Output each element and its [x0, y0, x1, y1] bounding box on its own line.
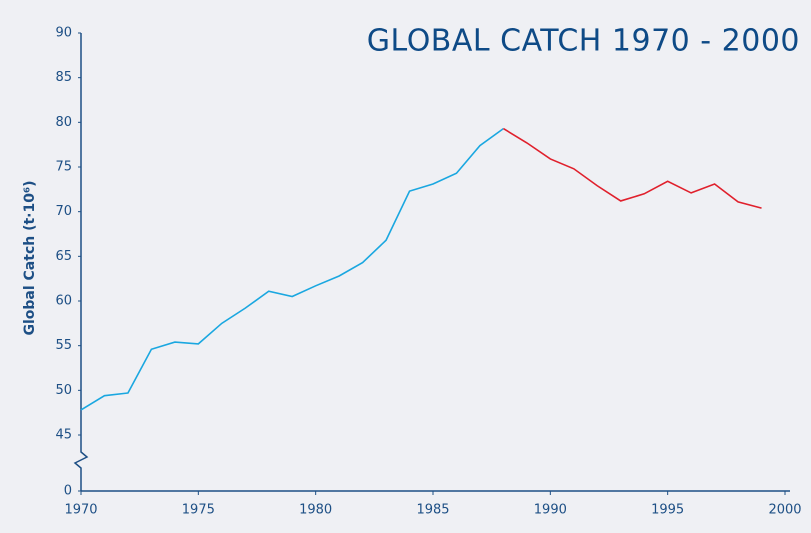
x-tick-label: 1970	[64, 503, 97, 518]
y-axis-label: Global Catch (t·10⁶)	[22, 180, 38, 335]
x-tick-label: 1990	[534, 503, 567, 518]
y-tick-label: 60	[55, 294, 72, 309]
y-tick-label: 0	[64, 484, 72, 499]
y-tick-label: 55	[55, 338, 72, 353]
chart-title: GLOBAL CATCH 1970 - 2000	[367, 24, 800, 59]
y-tick-label: 45	[55, 428, 72, 443]
y-tick-label: 65	[55, 249, 72, 264]
y-tick-label: 70	[55, 204, 72, 219]
x-tick-label: 1995	[651, 503, 684, 518]
x-tick-label: 1975	[182, 503, 215, 518]
x-tick-label: 1985	[416, 503, 449, 518]
y-axis-break	[73, 33, 89, 491]
line-series	[502, 127, 762, 209]
x-tick-label: 2000	[768, 503, 801, 518]
y-tick-label: 85	[55, 70, 72, 85]
y-tick-label: 80	[55, 115, 72, 130]
y-tick-label: 90	[55, 26, 72, 41]
y-tick-label: 50	[55, 383, 72, 398]
x-tick-label: 1980	[299, 503, 332, 518]
y-tick-label: 75	[55, 160, 72, 175]
line-series	[80, 127, 504, 411]
